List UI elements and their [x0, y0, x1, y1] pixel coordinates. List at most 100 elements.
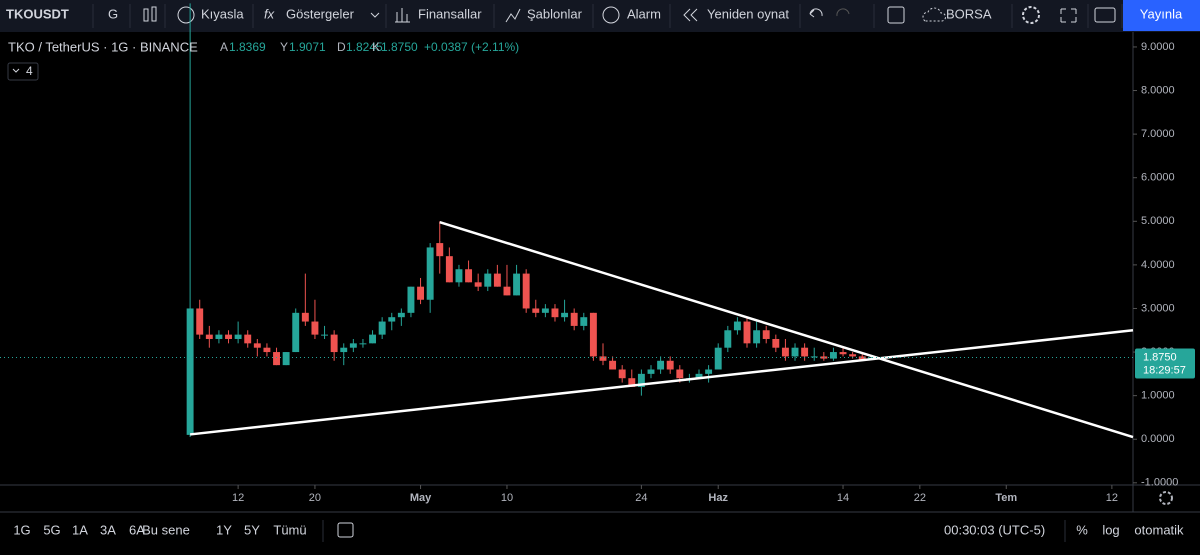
legend-close-label: K	[372, 40, 380, 54]
range-button[interactable]: Tümü	[273, 522, 306, 537]
candle-body	[541, 308, 549, 313]
candle-body	[666, 360, 674, 370]
range-button[interactable]: 5Y	[244, 522, 260, 537]
templates-icon[interactable]	[505, 8, 521, 23]
y-tick-label: 8.0000	[1141, 84, 1175, 96]
legend-change: +0.0387 (+2.11%)	[424, 40, 519, 54]
trend-line[interactable]	[189, 329, 1134, 436]
range-button[interactable]: 3A	[100, 522, 116, 537]
chart-type-icon[interactable]	[143, 6, 157, 22]
legend-high-label: Y	[280, 40, 288, 54]
compare-icon[interactable]	[177, 6, 195, 24]
candle-body	[858, 356, 866, 360]
indicator-count[interactable]: 4	[26, 64, 33, 78]
indicators-icon[interactable]: fx	[264, 6, 275, 21]
templates-button[interactable]: Şablonlar	[527, 6, 583, 21]
candle-body	[321, 334, 328, 336]
candle-body	[695, 373, 703, 379]
range-button[interactable]: 6A	[129, 522, 145, 537]
redo-button[interactable]	[836, 8, 850, 17]
layout-button[interactable]	[887, 6, 905, 24]
range-button[interactable]: 1G	[13, 522, 30, 537]
candle-body	[714, 347, 722, 370]
candle-body	[359, 343, 367, 345]
range-button[interactable]: 5G	[43, 522, 60, 537]
log-toggle[interactable]: log	[1102, 522, 1119, 537]
candle-body	[570, 312, 578, 326]
candle-body	[282, 352, 290, 366]
compare-button[interactable]: Kıyasla	[201, 6, 244, 21]
x-tick-label: 24	[635, 492, 647, 504]
x-tick-label: 20	[309, 492, 321, 504]
indicator-toggle[interactable]	[7, 62, 39, 81]
x-tick-label: 10	[501, 492, 513, 504]
candle-body	[340, 347, 348, 353]
replay-button[interactable]: Yeniden oynat	[707, 6, 789, 21]
trend-line[interactable]	[439, 220, 1134, 439]
dropdown-arrow[interactable]	[370, 12, 380, 18]
financials-icon[interactable]	[395, 8, 410, 23]
range-button[interactable]: Bu sene	[142, 522, 190, 537]
indicators-button[interactable]: Göstergeler	[286, 6, 355, 21]
undo-button[interactable]	[809, 8, 823, 18]
candle-body	[397, 312, 405, 318]
publish-label[interactable]: Yayınla	[1140, 6, 1183, 21]
range-button[interactable]: 1Y	[216, 522, 232, 537]
candle-body	[273, 352, 280, 366]
candle-body	[484, 273, 492, 287]
candle-body	[561, 312, 569, 318]
indicator-toggle-arrow[interactable]	[12, 68, 20, 73]
candle-body	[244, 334, 252, 344]
y-tick-label: 6.0000	[1141, 172, 1175, 184]
candle-body	[493, 273, 501, 287]
financials-button[interactable]: Finansallar	[418, 6, 482, 21]
candle-body	[417, 286, 425, 300]
alarm-icon[interactable]	[602, 6, 620, 24]
candle-body	[810, 356, 818, 358]
candle-body	[436, 243, 444, 257]
snapshot-button[interactable]	[1094, 7, 1116, 23]
range-button[interactable]: 1A	[72, 522, 88, 537]
publish-button[interactable]	[1123, 0, 1200, 31]
last-price-label: 1.8750	[1143, 351, 1177, 363]
candle-body	[234, 334, 242, 339]
y-tick-label: 7.0000	[1141, 128, 1175, 140]
legend-open-label: A	[220, 40, 228, 54]
axis-settings[interactable]	[1159, 491, 1173, 505]
candle-body	[829, 352, 837, 359]
cloud-icon[interactable]	[922, 7, 946, 22]
legend-title: TKO / TetherUS · 1G · BINANCE	[8, 39, 198, 54]
candle-body	[407, 286, 415, 313]
x-tick-label: 12	[232, 492, 244, 504]
date-range-button[interactable]	[337, 522, 354, 538]
candle-body	[445, 256, 453, 283]
x-tick-label: 12	[1106, 492, 1118, 504]
symbol[interactable]: TKOUSDT	[6, 6, 69, 21]
candle-body	[820, 356, 828, 359]
fullscreen-button[interactable]	[1060, 8, 1077, 23]
exchange-button[interactable]: BORSA	[946, 6, 992, 21]
auto-toggle[interactable]: otomatik	[1134, 522, 1184, 537]
alarm-button[interactable]: Alarm	[627, 6, 661, 21]
candle-body	[762, 330, 770, 339]
y-tick-label: -1.0000	[1141, 477, 1178, 489]
candle-body	[474, 282, 482, 287]
candle-body	[205, 334, 213, 339]
settings-button[interactable]	[1022, 6, 1040, 24]
candle-body	[378, 321, 386, 335]
candle-body	[599, 356, 607, 361]
candle-body	[369, 334, 377, 344]
candle-body	[330, 334, 338, 353]
candle-body	[522, 273, 530, 309]
candle-body	[839, 352, 847, 355]
replay-icon[interactable]	[683, 8, 698, 22]
candle-body	[791, 347, 799, 357]
candle-body	[215, 334, 223, 339]
percent-toggle[interactable]: %	[1076, 522, 1088, 537]
candle-body	[551, 308, 559, 318]
toolbar	[0, 0, 1200, 32]
interval[interactable]: G	[108, 6, 118, 21]
candle-body	[618, 369, 626, 379]
candle-body	[609, 360, 617, 370]
